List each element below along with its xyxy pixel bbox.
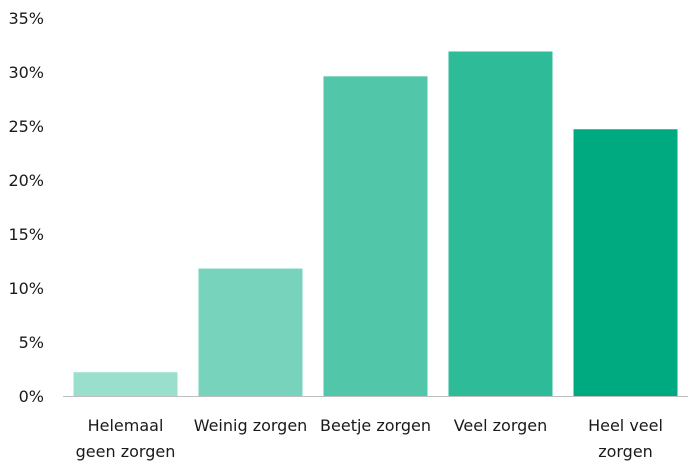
y-axis: 0% 5% 10% 15% 20% 25% 30% 35% xyxy=(8,9,44,406)
bar xyxy=(198,268,303,396)
x-category-label-line: zorgen xyxy=(598,442,653,461)
bars xyxy=(73,51,678,397)
y-tick-label: 35% xyxy=(8,9,44,28)
x-category-label-line: Beetje zorgen xyxy=(320,416,431,435)
bar xyxy=(448,51,553,396)
y-tick-label: 25% xyxy=(8,117,44,136)
bar xyxy=(323,76,428,396)
y-tick-label: 15% xyxy=(8,225,44,244)
x-category-label: Veel zorgen xyxy=(454,416,548,435)
x-category-label-line: geen zorgen xyxy=(76,442,176,461)
x-axis: Helemaal geen zorgen Weinig zorgen Beetje z… xyxy=(76,416,663,461)
x-category-label-line: Veel zorgen xyxy=(454,416,548,435)
x-category-label: Heel veel zorgen xyxy=(588,416,663,461)
y-tick-label: 5% xyxy=(19,333,44,352)
bar xyxy=(573,129,678,397)
x-category-label-line: Helemaal xyxy=(88,416,164,435)
y-tick-label: 10% xyxy=(8,279,44,298)
bar xyxy=(73,372,178,396)
x-category-label: Helemaal geen zorgen xyxy=(76,416,176,461)
y-tick-label: 30% xyxy=(8,63,44,82)
y-tick-label: 20% xyxy=(8,171,44,190)
x-category-label-line: Weinig zorgen xyxy=(194,416,308,435)
x-category-label-line: Heel veel xyxy=(588,416,663,435)
x-category-label: Weinig zorgen xyxy=(194,416,308,435)
y-tick-label: 0% xyxy=(19,387,44,406)
x-category-label: Beetje zorgen xyxy=(320,416,431,435)
